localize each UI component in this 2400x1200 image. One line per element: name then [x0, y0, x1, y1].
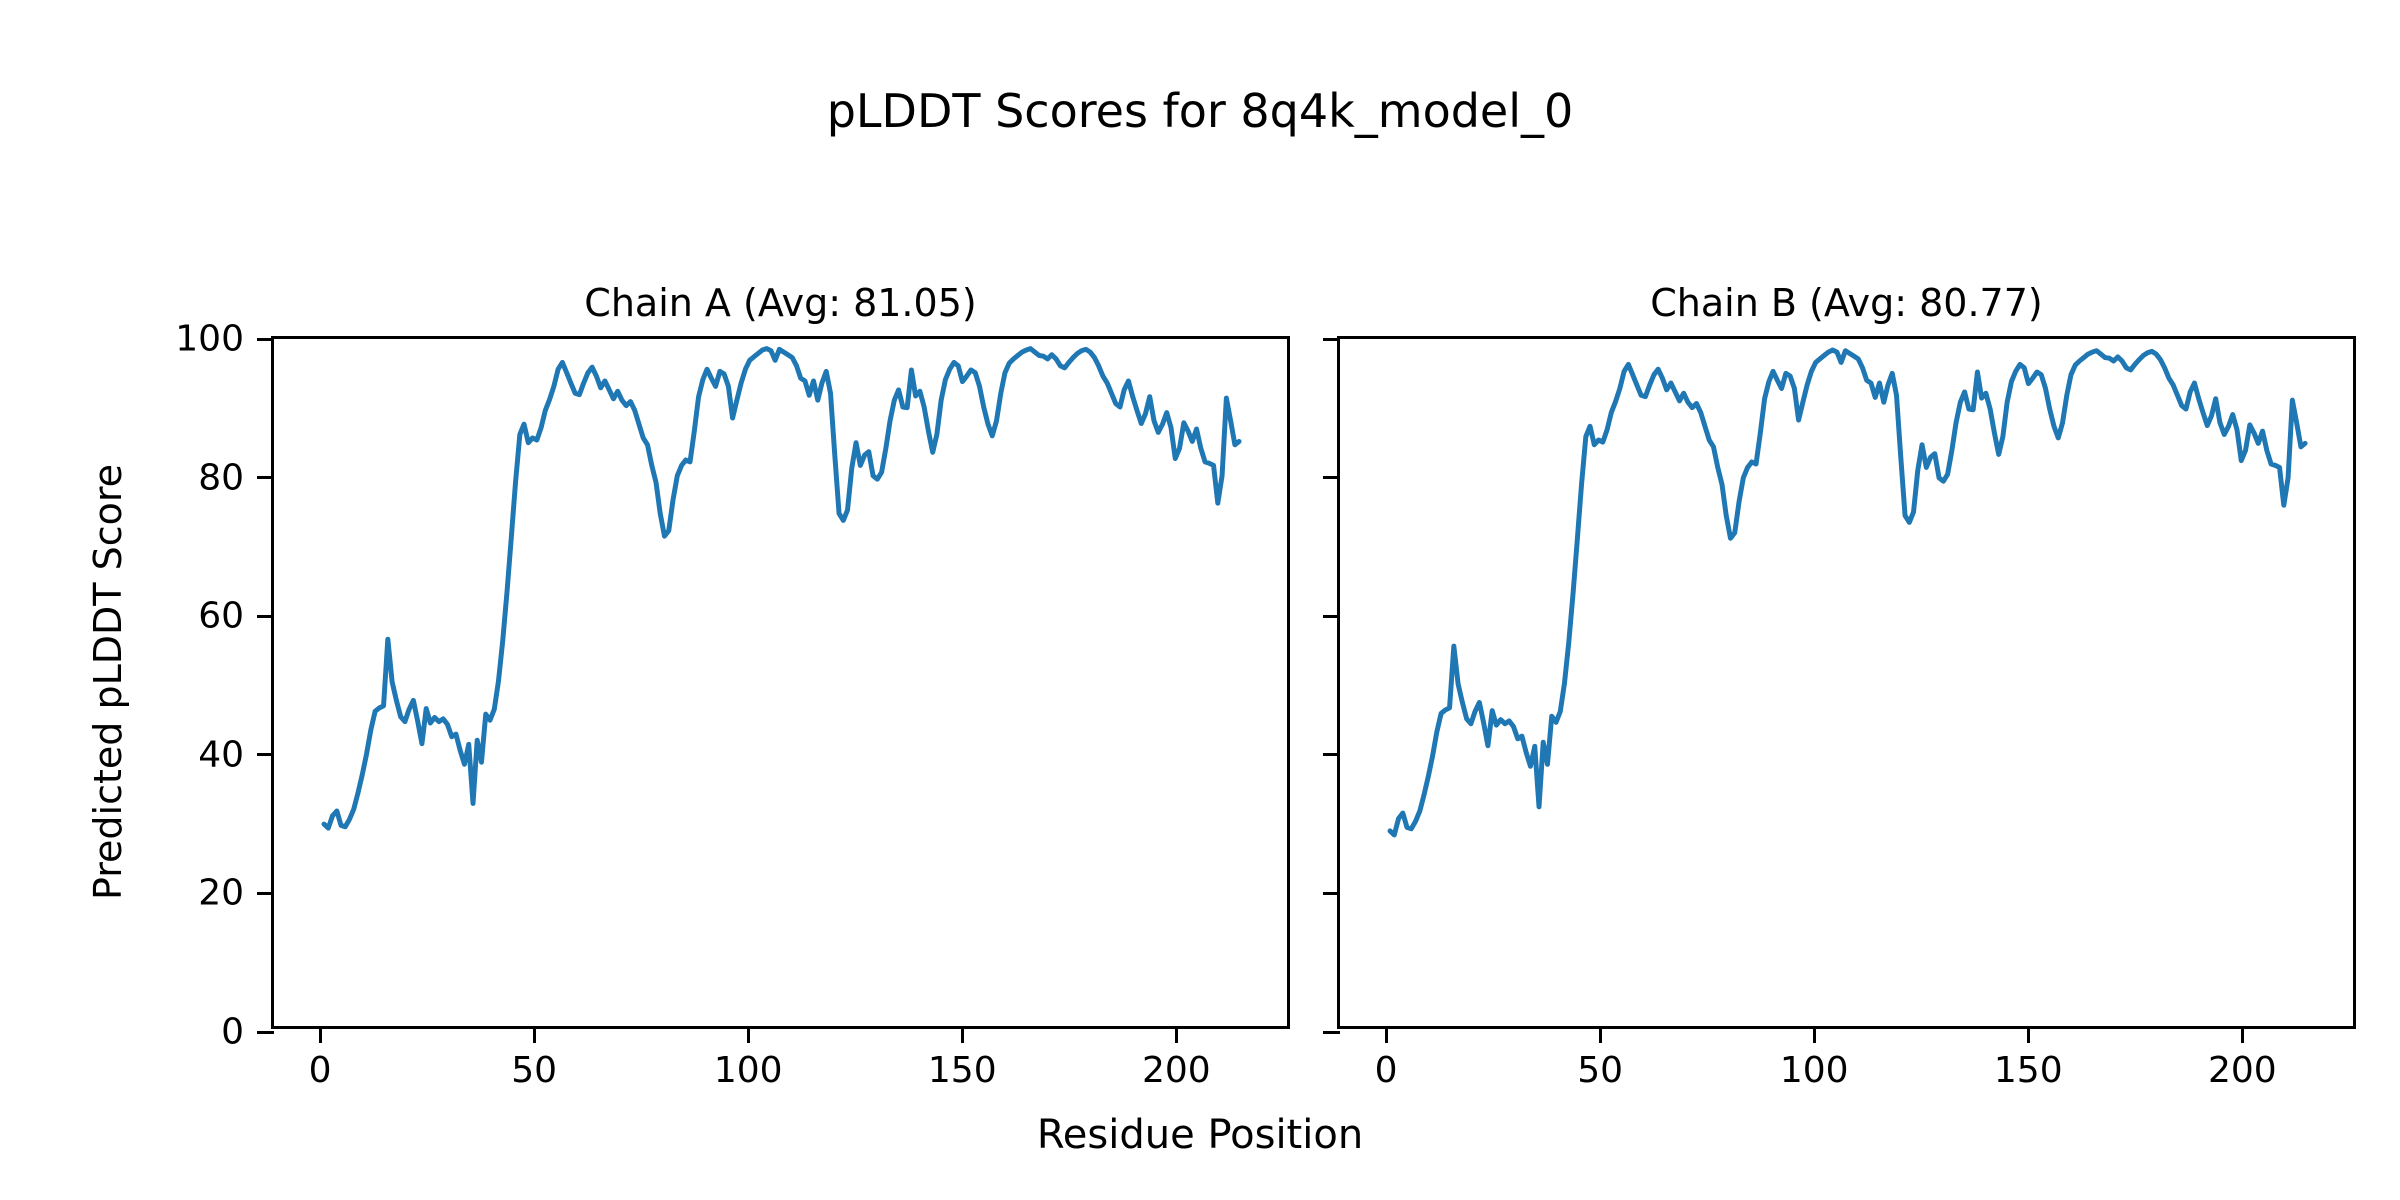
x-tick-label: 150	[927, 1050, 997, 1091]
y-tick-label: 40	[198, 734, 244, 776]
y-tick-label: 0	[221, 1011, 244, 1053]
y-tick-mark	[257, 337, 274, 341]
x-tick-mark	[1384, 1026, 1388, 1043]
x-tick-label: 50	[1577, 1050, 1623, 1091]
y-tick-mark	[1323, 476, 1340, 480]
y-tick-mark	[257, 476, 274, 480]
chain-b-plot: Chain B (Avg: 80.77) 0 50 100 150 200	[1323, 281, 2356, 1091]
y-tick-mark	[1323, 891, 1340, 895]
chain-b-title: Chain B (Avg: 80.77)	[1650, 281, 2043, 325]
x-tick-mark	[1174, 1026, 1178, 1043]
y-tick-label: 100	[175, 318, 244, 360]
x-tick-mark	[1812, 1026, 1816, 1043]
x-tick-label: 0	[1374, 1050, 1398, 1091]
chain-a-line-chart	[321, 346, 1242, 831]
chain-b-plddt-line	[1387, 347, 2308, 838]
x-tick-label: 100	[1779, 1050, 1849, 1091]
y-tick-mark	[257, 753, 274, 757]
y-tick-mark	[1323, 614, 1340, 618]
x-tick-mark	[1598, 1026, 1602, 1043]
chain-a-plddt-line	[321, 346, 1242, 831]
x-tick-mark	[318, 1026, 322, 1043]
y-tick-mark	[1323, 337, 1340, 341]
y-tick-label: 20	[198, 872, 244, 914]
x-tick-mark	[532, 1026, 536, 1043]
y-tick-mark	[257, 614, 274, 618]
x-tick-mark	[746, 1026, 750, 1043]
chain-b-line-chart	[1387, 347, 2308, 838]
x-tick-label: 200	[2207, 1050, 2277, 1091]
y-tick-mark	[257, 1030, 274, 1034]
y-tick-mark	[1323, 1030, 1340, 1034]
x-tick-label: 50	[511, 1050, 557, 1091]
x-tick-label: 0	[308, 1050, 332, 1091]
y-tick-label: 60	[198, 595, 244, 637]
x-tick-label: 100	[713, 1050, 783, 1091]
y-tick-mark	[257, 891, 274, 895]
y-tick-label: 80	[198, 457, 244, 499]
x-tick-label: 200	[1141, 1050, 1211, 1091]
x-tick-mark	[2026, 1026, 2030, 1043]
y-axis-label: Predicted pLDDT Score	[86, 464, 130, 900]
figure-title: pLDDT Scores for 8q4k_model_0	[826, 84, 1574, 138]
x-tick-mark	[960, 1026, 964, 1043]
chain-a-title: Chain A (Avg: 81.05)	[584, 281, 977, 325]
x-tick-label: 150	[1993, 1050, 2063, 1091]
x-axis-label: Residue Position	[1036, 1112, 1364, 1158]
y-tick-mark	[1323, 753, 1340, 757]
chain-a-plot: Chain A (Avg: 81.05) 0 50 100 150 200 0 20 40 60…	[175, 281, 1290, 1091]
x-tick-mark	[2240, 1026, 2244, 1043]
